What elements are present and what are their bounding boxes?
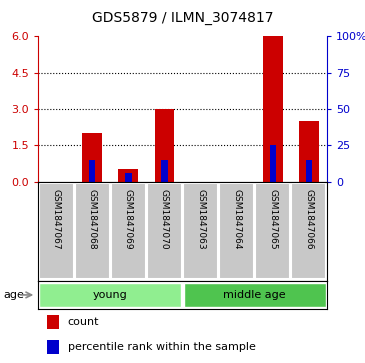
- Bar: [255, 184, 290, 280]
- Text: middle age: middle age: [223, 290, 286, 300]
- Text: GSM1847068: GSM1847068: [88, 189, 97, 250]
- Bar: [299, 121, 319, 182]
- Text: percentile rank within the sample: percentile rank within the sample: [68, 342, 255, 352]
- Bar: [183, 184, 218, 280]
- Bar: [270, 145, 276, 182]
- Bar: [39, 184, 74, 280]
- Text: GSM1847064: GSM1847064: [232, 189, 241, 250]
- Bar: [111, 184, 146, 280]
- Text: GSM1847069: GSM1847069: [124, 189, 133, 250]
- Bar: [39, 283, 181, 307]
- Bar: [154, 109, 174, 182]
- Bar: [125, 173, 131, 182]
- Bar: [147, 184, 182, 280]
- Text: GDS5879 / ILMN_3074817: GDS5879 / ILMN_3074817: [92, 11, 273, 25]
- Bar: [47, 340, 59, 354]
- Bar: [219, 184, 254, 280]
- Text: age: age: [4, 290, 24, 300]
- Text: GSM1847063: GSM1847063: [196, 189, 205, 250]
- Text: GSM1847070: GSM1847070: [160, 189, 169, 250]
- Bar: [82, 133, 102, 182]
- Text: count: count: [68, 317, 99, 327]
- Bar: [161, 160, 168, 182]
- Bar: [75, 184, 110, 280]
- Text: young: young: [93, 290, 128, 300]
- Text: GSM1847067: GSM1847067: [51, 189, 61, 250]
- Bar: [306, 160, 312, 182]
- Bar: [263, 36, 283, 182]
- Bar: [47, 315, 59, 329]
- Bar: [184, 283, 326, 307]
- Bar: [291, 184, 326, 280]
- Bar: [118, 170, 138, 182]
- Bar: [89, 160, 95, 182]
- Text: GSM1847065: GSM1847065: [268, 189, 277, 250]
- Text: GSM1847066: GSM1847066: [304, 189, 314, 250]
